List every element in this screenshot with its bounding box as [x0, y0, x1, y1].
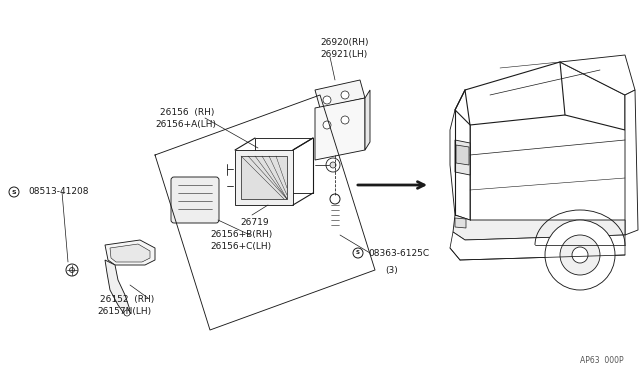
FancyBboxPatch shape [171, 177, 219, 223]
Polygon shape [455, 62, 625, 130]
Circle shape [341, 116, 349, 124]
Text: 26152  (RH): 26152 (RH) [100, 295, 154, 304]
Polygon shape [255, 138, 313, 193]
Text: S: S [12, 189, 16, 195]
Polygon shape [450, 232, 625, 260]
Circle shape [560, 235, 600, 275]
Text: S: S [356, 250, 360, 256]
Circle shape [323, 121, 331, 129]
Circle shape [70, 267, 74, 273]
Text: 26156+B(RH): 26156+B(RH) [210, 230, 272, 239]
Polygon shape [235, 150, 293, 205]
Text: 08363-6125C: 08363-6125C [368, 248, 429, 257]
Text: 26921(LH): 26921(LH) [320, 50, 367, 59]
Polygon shape [110, 244, 150, 262]
Text: 08513-41208: 08513-41208 [28, 187, 88, 196]
Circle shape [572, 247, 588, 263]
Text: 26156+C(LH): 26156+C(LH) [210, 242, 271, 251]
Polygon shape [560, 55, 635, 95]
Text: AP63  000P: AP63 000P [580, 356, 623, 365]
Polygon shape [365, 90, 370, 150]
Text: 26157N(LH): 26157N(LH) [97, 307, 151, 316]
Circle shape [330, 162, 336, 168]
Circle shape [341, 91, 349, 99]
Polygon shape [453, 215, 625, 240]
Polygon shape [105, 260, 130, 315]
Polygon shape [455, 140, 470, 175]
Polygon shape [315, 80, 365, 108]
Polygon shape [241, 156, 287, 199]
Circle shape [9, 187, 19, 197]
Circle shape [330, 194, 340, 204]
Circle shape [66, 264, 78, 276]
Text: 26920(RH): 26920(RH) [320, 38, 369, 47]
Circle shape [326, 158, 340, 172]
Text: 26719: 26719 [240, 218, 269, 227]
Circle shape [323, 96, 331, 104]
Text: 26156+A(LH): 26156+A(LH) [155, 120, 216, 129]
Polygon shape [625, 90, 638, 235]
Polygon shape [105, 240, 155, 265]
Polygon shape [456, 145, 469, 165]
Text: 26156  (RH): 26156 (RH) [160, 108, 214, 117]
Polygon shape [455, 218, 466, 228]
Text: (3): (3) [385, 266, 397, 275]
Circle shape [124, 310, 130, 316]
Circle shape [545, 220, 615, 290]
Polygon shape [450, 110, 470, 220]
Circle shape [353, 248, 363, 258]
Polygon shape [315, 98, 365, 160]
